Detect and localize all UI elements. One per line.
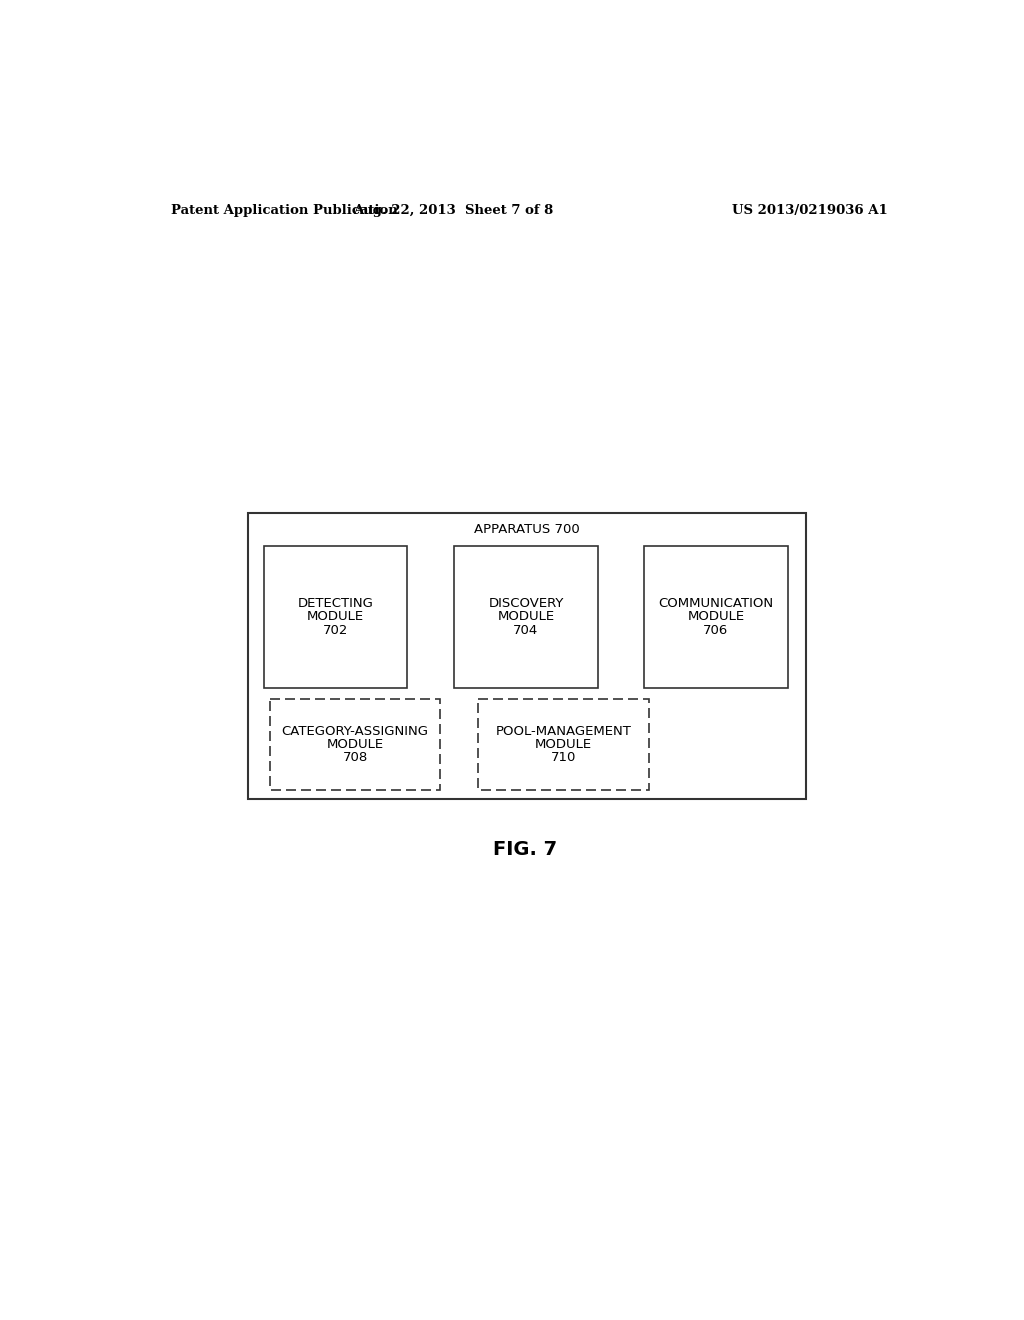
Text: US 2013/0219036 A1: US 2013/0219036 A1 xyxy=(732,205,888,218)
Text: 708: 708 xyxy=(342,751,368,764)
Text: 706: 706 xyxy=(703,624,728,638)
Bar xyxy=(478,700,649,789)
Text: 710: 710 xyxy=(551,751,577,764)
Text: APPARATUS 700: APPARATUS 700 xyxy=(474,523,580,536)
Text: Patent Application Publication: Patent Application Publication xyxy=(171,205,398,218)
Text: FIG. 7: FIG. 7 xyxy=(493,841,557,859)
Text: 704: 704 xyxy=(513,624,539,638)
Text: MODULE: MODULE xyxy=(498,610,555,623)
Bar xyxy=(455,545,598,688)
Text: MODULE: MODULE xyxy=(307,610,364,623)
Text: COMMUNICATION: COMMUNICATION xyxy=(658,597,773,610)
Text: CATEGORY-ASSIGNING: CATEGORY-ASSIGNING xyxy=(282,725,429,738)
Text: Aug. 22, 2013  Sheet 7 of 8: Aug. 22, 2013 Sheet 7 of 8 xyxy=(353,205,554,218)
Text: POOL-MANAGEMENT: POOL-MANAGEMENT xyxy=(496,725,632,738)
Bar xyxy=(248,512,806,799)
Text: MODULE: MODULE xyxy=(327,738,384,751)
Bar xyxy=(263,545,407,688)
Text: DETECTING: DETECTING xyxy=(297,597,374,610)
Text: MODULE: MODULE xyxy=(535,738,592,751)
Bar xyxy=(270,700,440,789)
Text: DISCOVERY: DISCOVERY xyxy=(488,597,563,610)
Bar xyxy=(644,545,787,688)
Text: 702: 702 xyxy=(323,624,348,638)
Text: MODULE: MODULE xyxy=(687,610,744,623)
